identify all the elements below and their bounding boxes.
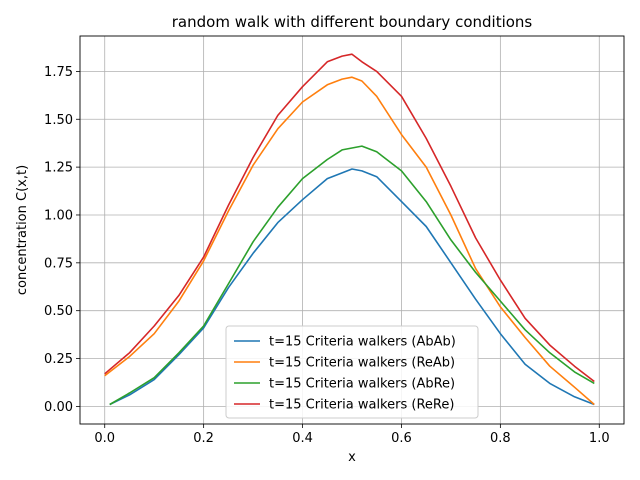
x-tick-label: 0.0 xyxy=(94,431,115,446)
ticks: 0.0 0.2 0.4 0.6 0.8 1.0 0.00 0.25 0.50 0.75 1.00 1.… xyxy=(44,65,610,446)
series-line-0 xyxy=(109,168,595,406)
series-line-3 xyxy=(104,53,595,383)
x-tick-label: 0.8 xyxy=(490,431,511,446)
y-tick-label: 1.25 xyxy=(44,161,73,176)
plot-frame xyxy=(79,35,625,425)
x-tick-label: 0.2 xyxy=(193,431,214,446)
y-tick-label: 0.00 xyxy=(44,400,73,415)
series-line-2 xyxy=(109,145,595,406)
y-axis-label: concentration C(x,t) xyxy=(15,165,30,295)
legend-label-1: t=15 Criteria walkers (ReAb) xyxy=(269,356,455,371)
legend-label-2: t=15 Criteria walkers (AbRe) xyxy=(269,377,455,392)
y-tick-label: 0.50 xyxy=(44,304,73,319)
y-tick-label: 0.75 xyxy=(44,256,73,271)
y-tick-label: 1.00 xyxy=(44,208,73,223)
y-tick-label: 1.50 xyxy=(44,113,73,128)
x-tick-label: 0.6 xyxy=(391,431,412,446)
chart-title: random walk with different boundary cond… xyxy=(172,13,533,31)
y-tick-label: 1.75 xyxy=(44,65,73,80)
x-tick-label: 0.4 xyxy=(292,431,313,446)
series-lines xyxy=(104,53,595,406)
y-tick-label: 0.25 xyxy=(44,352,73,367)
x-tick-label: 1.0 xyxy=(589,431,610,446)
legend-label-3: t=15 Criteria walkers (ReRe) xyxy=(269,398,454,413)
legend-label-0: t=15 Criteria walkers (AbAb) xyxy=(269,335,456,350)
series-line-1 xyxy=(104,76,595,406)
legend: t=15 Criteria walkers (AbAb) t=15 Criteri… xyxy=(225,325,479,419)
legend-box xyxy=(225,325,479,419)
x-axis-label: x xyxy=(348,450,356,465)
